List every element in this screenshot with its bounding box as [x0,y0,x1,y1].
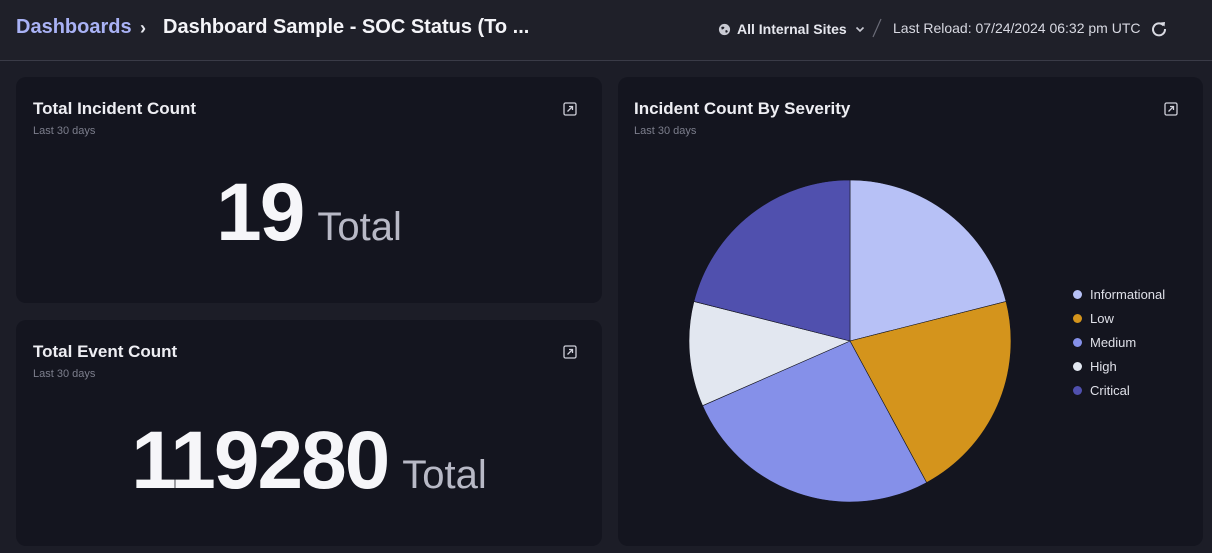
card-subtitle: Last 30 days [634,125,697,137]
card-title: Total Event Count [33,342,178,361]
breadcrumb-separator: › [140,18,146,38]
event-count-stat: 119280 Total [16,420,602,502]
legend-swatch [1073,385,1082,395]
refresh-icon[interactable] [1148,18,1170,40]
pie-slice-critical[interactable] [693,179,851,342]
last-reload-timestamp: Last Reload: 07/24/2024 06:32 pm UTC [893,20,1141,36]
event-count-value: 119280 [131,415,390,506]
expand-icon[interactable] [563,345,577,359]
chart-legend: Informational Low Medium High Critical [1073,282,1165,402]
incident-count-unit: Total [317,205,402,249]
legend-swatch [1073,361,1082,371]
card-subtitle: Last 30 days [33,125,96,137]
card-subtitle: Last 30 days [33,368,96,380]
page-title: Dashboard Sample - SOC Status (To ... [163,16,530,38]
top-bar: Dashboards › Dashboard Sample - SOC Stat… [0,0,1212,61]
globe-icon [718,23,731,35]
pie-slice-informational[interactable] [849,179,1007,342]
card-title: Incident Count By Severity [634,99,851,118]
site-selector-dropdown[interactable]: All Internal Sites [718,19,867,39]
legend-label: Critical [1090,382,1130,398]
legend-swatch [1073,313,1082,323]
legend-item-medium[interactable]: Medium [1073,330,1165,354]
legend-label: High [1090,358,1117,374]
card-title: Total Incident Count [33,99,197,118]
site-selector-label: All Internal Sites [737,21,847,37]
incident-count-stat: 19 Total [16,172,602,254]
pie-slice-high[interactable] [688,301,851,407]
severity-pie-chart [688,179,1012,503]
legend-label: Low [1090,310,1114,326]
event-count-unit: Total [402,453,487,497]
event-count-card: Total Event Count Last 30 days 119280 To… [16,320,602,546]
header-divider [872,18,882,38]
severity-chart-card: Incident Count By Severity Last 30 days … [618,77,1203,546]
incident-count-value: 19 [216,167,305,258]
legend-item-informational[interactable]: Informational [1073,282,1165,306]
chevron-down-icon [855,26,864,33]
legend-label: Medium [1090,334,1137,350]
legend-swatch [1073,289,1082,299]
incident-count-card: Total Incident Count Last 30 days 19 Tot… [16,77,602,303]
expand-icon[interactable] [563,102,577,116]
legend-swatch [1073,337,1082,347]
legend-item-high[interactable]: High [1073,354,1165,378]
legend-item-low[interactable]: Low [1073,306,1165,330]
expand-icon[interactable] [1164,102,1178,116]
legend-item-critical[interactable]: Critical [1073,378,1165,402]
legend-label: Informational [1090,286,1166,302]
breadcrumb-dashboards-link[interactable]: Dashboards [16,16,132,38]
pie-slice-low[interactable] [849,301,1012,484]
